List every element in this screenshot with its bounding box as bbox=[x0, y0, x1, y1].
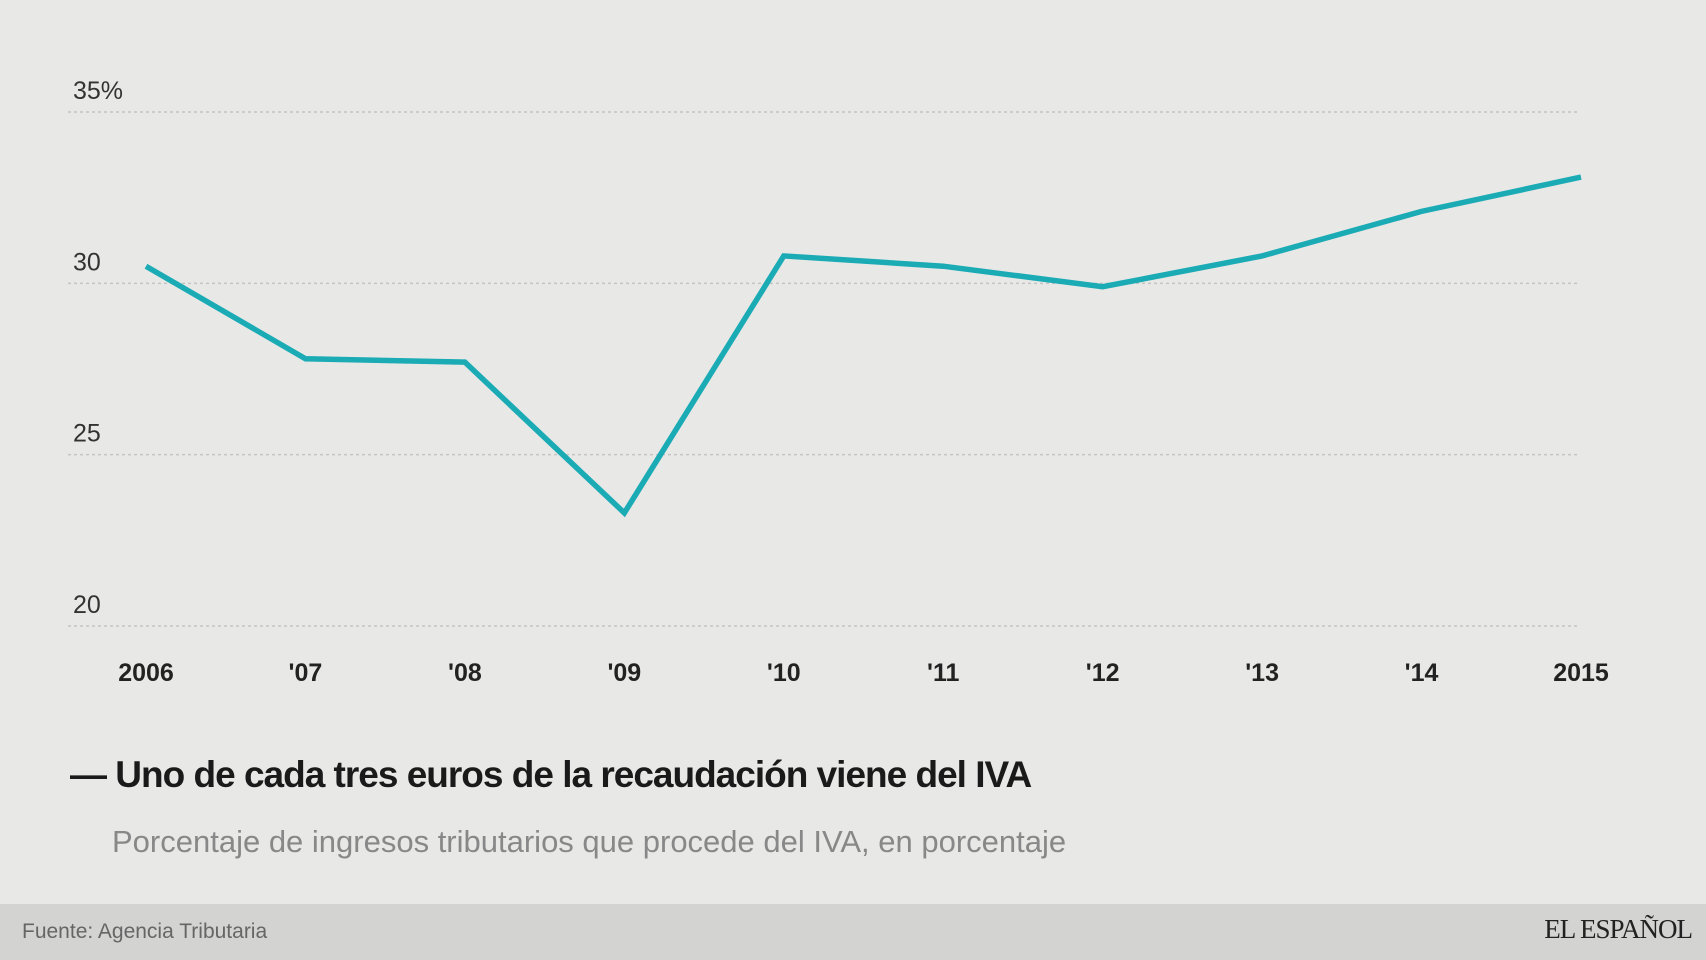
x-tick-label: '08 bbox=[448, 659, 482, 687]
y-tick-label: 35% bbox=[73, 77, 123, 105]
x-tick-label: '11 bbox=[927, 659, 959, 687]
source-note: Fuente: Agencia Tributaria bbox=[22, 920, 268, 943]
y-tick-label: 25 bbox=[73, 420, 101, 448]
footer-bar bbox=[0, 904, 1706, 960]
x-tick-label: '12 bbox=[1086, 659, 1120, 687]
y-tick-label: 20 bbox=[73, 591, 101, 619]
x-tick-label: 2006 bbox=[118, 659, 174, 687]
el-espanol-logo: EL ESPAÑOL bbox=[1544, 914, 1693, 944]
x-tick-label: '13 bbox=[1245, 659, 1279, 687]
data-line bbox=[144, 174, 1582, 518]
x-tick-label: '09 bbox=[607, 659, 641, 687]
line-chart: 20 25 30 35% 2006 '07 '08 '09 '10 '11 '12 '13 '14 201… bbox=[68, 77, 1609, 687]
x-tick-label: '14 bbox=[1405, 659, 1439, 687]
chart-subtitle: Porcentaje de ingresos tributarios que p… bbox=[112, 824, 1067, 859]
x-tick-label: '10 bbox=[767, 659, 801, 687]
x-tick-label: 2015 bbox=[1553, 659, 1609, 687]
y-tick-label: 30 bbox=[73, 248, 101, 276]
x-tick-label: '07 bbox=[289, 659, 323, 687]
chart-title: — Uno de cada tres euros de la recaudaci… bbox=[70, 754, 1032, 795]
